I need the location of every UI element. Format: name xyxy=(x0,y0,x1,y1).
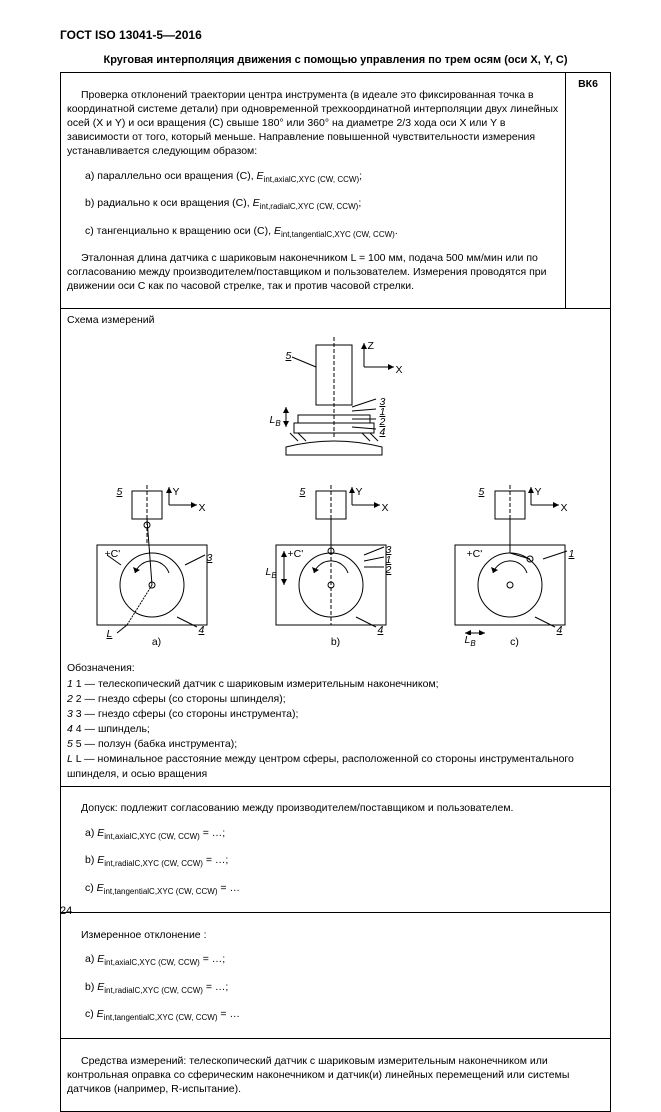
diagram-a: 5 Y X +C' 3 4 L a) xyxy=(77,485,237,649)
intro-cell: Проверка отклонений траектории центра ин… xyxy=(61,73,566,309)
spec-table: Проверка отклонений траектории центра ин… xyxy=(60,72,611,1112)
ref-5-t: 5 xyxy=(286,349,292,363)
axis-x-t: X xyxy=(396,363,403,377)
mea-c: c) Eint,tangentialC,XYC (CW, CCW) = … xyxy=(85,1007,604,1024)
schema-cell: Схема измерений xyxy=(61,309,611,787)
mea-b: b) Eint,radialC,XYC (CW, CCW) = …; xyxy=(85,980,604,997)
legend-4: 4 4 — шпиндель; xyxy=(67,722,604,736)
document-header: ГОСТ ISO 13041-5—2016 xyxy=(60,28,611,42)
schema-label: Схема измерений xyxy=(67,313,604,327)
tolerance-cell: Допуск: подлежит согласованию между прои… xyxy=(61,786,611,912)
mode-c: c) тангенциально к вращению оси (C), Ein… xyxy=(85,224,559,241)
legend-title: Обозначения: xyxy=(67,661,604,675)
tol-a: a) Eint,axialC,XYC (CW, CCW) = …; xyxy=(85,826,604,843)
tolerance-title: Допуск: подлежит согласованию между прои… xyxy=(67,801,604,815)
legend-2: 2 2 — гнездо сферы (со стороны шпинделя)… xyxy=(67,692,604,706)
schematic-top xyxy=(246,337,426,467)
bk-code-cell: ВК6 xyxy=(566,73,611,309)
diagram-row: 5 Y X +C' 3 4 L a) xyxy=(67,479,604,655)
intro-text: Проверка отклонений траектории центра ин… xyxy=(67,88,559,159)
instruments-cell: Средства измерений: телескопический датч… xyxy=(61,1039,611,1112)
ref-4-t: 4 xyxy=(380,425,386,439)
tol-c: c) Eint,tangentialC,XYC (CW, CCW) = … xyxy=(85,881,604,898)
legend-5: 5 5 — ползун (бабка инструмента); xyxy=(67,737,604,751)
mode-a: a) параллельно оси вращения (C), Eint,ax… xyxy=(85,169,559,186)
diagram-c: 5 Y X +C' 1 4 LB c) xyxy=(435,485,595,649)
legend-1: 1 1 — телескопический датчик с шариковым… xyxy=(67,677,604,691)
diag-label-b: b) xyxy=(256,635,416,649)
section-title: Круговая интерполяция движения с помощью… xyxy=(60,54,611,66)
diagram-b: 5 Y X +C' 3 1 2 4 LB b) xyxy=(256,485,416,649)
mea-a: a) Eint,axialC,XYC (CW, CCW) = …; xyxy=(85,952,604,969)
axis-z: Z xyxy=(368,339,374,353)
legend-L: L L — номинальное расстояние между центр… xyxy=(67,752,604,780)
ref-len-text: Эталонная длина датчика с шариковым нако… xyxy=(67,251,559,294)
instruments-text: Средства измерений: телескопический датч… xyxy=(67,1054,604,1097)
measured-cell: Измеренное отклонение : a) Eint,axialC,X… xyxy=(61,913,611,1039)
legend-3: 3 3 — гнездо сферы (со стороны инструмен… xyxy=(67,707,604,721)
legend-block: Обозначения: 1 1 — телескопический датчи… xyxy=(67,661,604,780)
page-number: 24 xyxy=(60,905,72,917)
diag-label-c: c) xyxy=(435,635,595,649)
mode-b: b) радиально к оси вращения (C), Eint,ra… xyxy=(85,196,559,213)
label-lb-t: LB xyxy=(270,413,281,430)
tol-b: b) Eint,radialC,XYC (CW, CCW) = …; xyxy=(85,853,604,870)
diagram-top: 5 Z X 3 1 2 4 LB xyxy=(67,331,604,473)
diag-label-a: a) xyxy=(77,635,237,649)
